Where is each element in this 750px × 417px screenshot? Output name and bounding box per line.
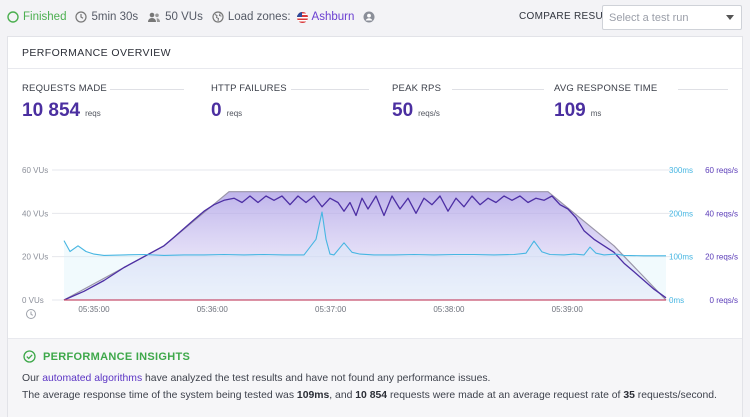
metric-avg-response-time: AVG RESPONSE TIME 109 ms xyxy=(554,83,728,122)
metric-label: REQUESTS MADE xyxy=(22,83,107,94)
performance-insights: PERFORMANCE INSIGHTS Our automated algor… xyxy=(8,338,742,417)
x-tick-label: 05:39:00 xyxy=(552,305,584,314)
card-title: PERFORMANCE OVERVIEW xyxy=(22,47,171,59)
metric-value: 50 reqs/s xyxy=(392,100,440,121)
us-flag-icon xyxy=(296,11,308,23)
metric-label: HTTP FAILURES xyxy=(211,83,287,94)
insights-line-1: Our automated algorithms have analyzed t… xyxy=(22,373,491,384)
globe-icon xyxy=(212,11,224,23)
metric-peak-rps: PEAK RPS 50 reqs/s xyxy=(392,83,544,122)
metric-value: 0 reqs xyxy=(211,100,243,121)
duration: 5min 30s xyxy=(75,11,138,23)
y-tick-label-rps: 20 reqs/s xyxy=(705,253,738,262)
y-tick-label-rps: 60 reqs/s xyxy=(705,166,738,175)
y-tick-label-ms: 0ms xyxy=(669,296,684,305)
y-tick-label-ms: 100ms xyxy=(669,253,693,262)
history-icon[interactable] xyxy=(26,309,36,319)
load-zones-label: Load zones: xyxy=(227,11,291,23)
series-line-request-rate[interactable] xyxy=(63,195,667,301)
vus-area xyxy=(64,191,666,300)
x-tick-label: 05:35:00 xyxy=(78,305,110,314)
divider xyxy=(678,89,728,90)
performance-chart[interactable]: 60 VUs 300ms 60 reqs/s 40 VUs 200ms 40 reqs/s… xyxy=(8,157,742,337)
divider xyxy=(8,68,742,69)
top-bar: Finished 5min 30s 50 VUs Load zones: Ash… xyxy=(0,0,750,34)
zone-link[interactable]: Ashburn xyxy=(311,11,355,23)
metric-label: PEAK RPS xyxy=(392,83,442,94)
insights-line-2: The average response time of the system … xyxy=(22,390,717,401)
series-line-response-time[interactable] xyxy=(63,211,666,257)
y-tick-label-ms: 300ms xyxy=(669,166,693,175)
y-tick-label-ms: 200ms xyxy=(669,209,693,218)
status: Finished xyxy=(7,11,66,23)
status-text: Finished xyxy=(23,11,67,23)
y-tick-label-vus: 60 VUs xyxy=(22,166,48,175)
vus: 50 VUs xyxy=(147,11,203,23)
divider xyxy=(291,89,369,90)
y-tick-label-rps: 40 reqs/s xyxy=(705,209,738,218)
divider xyxy=(452,89,544,90)
metric-value: 10 854 reqs xyxy=(22,100,101,121)
user-circle-icon[interactable] xyxy=(363,11,375,23)
response-time-area xyxy=(64,212,666,300)
metric-requests-made: REQUESTS MADE 10 854 reqs xyxy=(22,83,184,122)
insights-heading: PERFORMANCE INSIGHTS xyxy=(23,350,190,363)
test-run-select-placeholder: Select a test run xyxy=(609,12,689,24)
x-tick-label: 05:37:00 xyxy=(315,305,347,314)
check-circle-icon xyxy=(23,350,36,363)
test-run-select[interactable]: Select a test run xyxy=(602,5,742,30)
status-circle-icon xyxy=(7,11,19,23)
chevron-down-icon xyxy=(726,15,734,20)
compare-result-label: COMPARE RESULT xyxy=(519,11,615,22)
metric-http-failures: HTTP FAILURES 0 reqs xyxy=(211,83,369,122)
divider xyxy=(110,89,184,90)
y-tick-label-vus: 0 VUs xyxy=(22,296,44,305)
performance-overview-card: PERFORMANCE OVERVIEW REQUESTS MADE 10 85… xyxy=(7,36,743,417)
users-icon xyxy=(148,12,161,22)
x-tick-label: 05:36:00 xyxy=(197,305,229,314)
metric-label: AVG RESPONSE TIME xyxy=(554,83,658,94)
y-tick-label-vus: 40 VUs xyxy=(22,209,48,218)
metric-value: 109 ms xyxy=(554,100,602,121)
vus-text: 50 VUs xyxy=(165,11,203,23)
clock-icon xyxy=(75,11,88,23)
load-zones: Load zones: Ashburn xyxy=(212,11,355,23)
duration-text: 5min 30s xyxy=(91,11,139,23)
user-avatar[interactable] xyxy=(363,11,379,23)
y-tick-label-rps: 0 reqs/s xyxy=(710,296,738,305)
automated-algorithms-link[interactable]: automated algorithms xyxy=(42,373,143,384)
y-tick-label-vus: 20 VUs xyxy=(22,253,48,262)
x-tick-label: 05:38:00 xyxy=(433,305,465,314)
insights-title: PERFORMANCE INSIGHTS xyxy=(43,350,191,363)
